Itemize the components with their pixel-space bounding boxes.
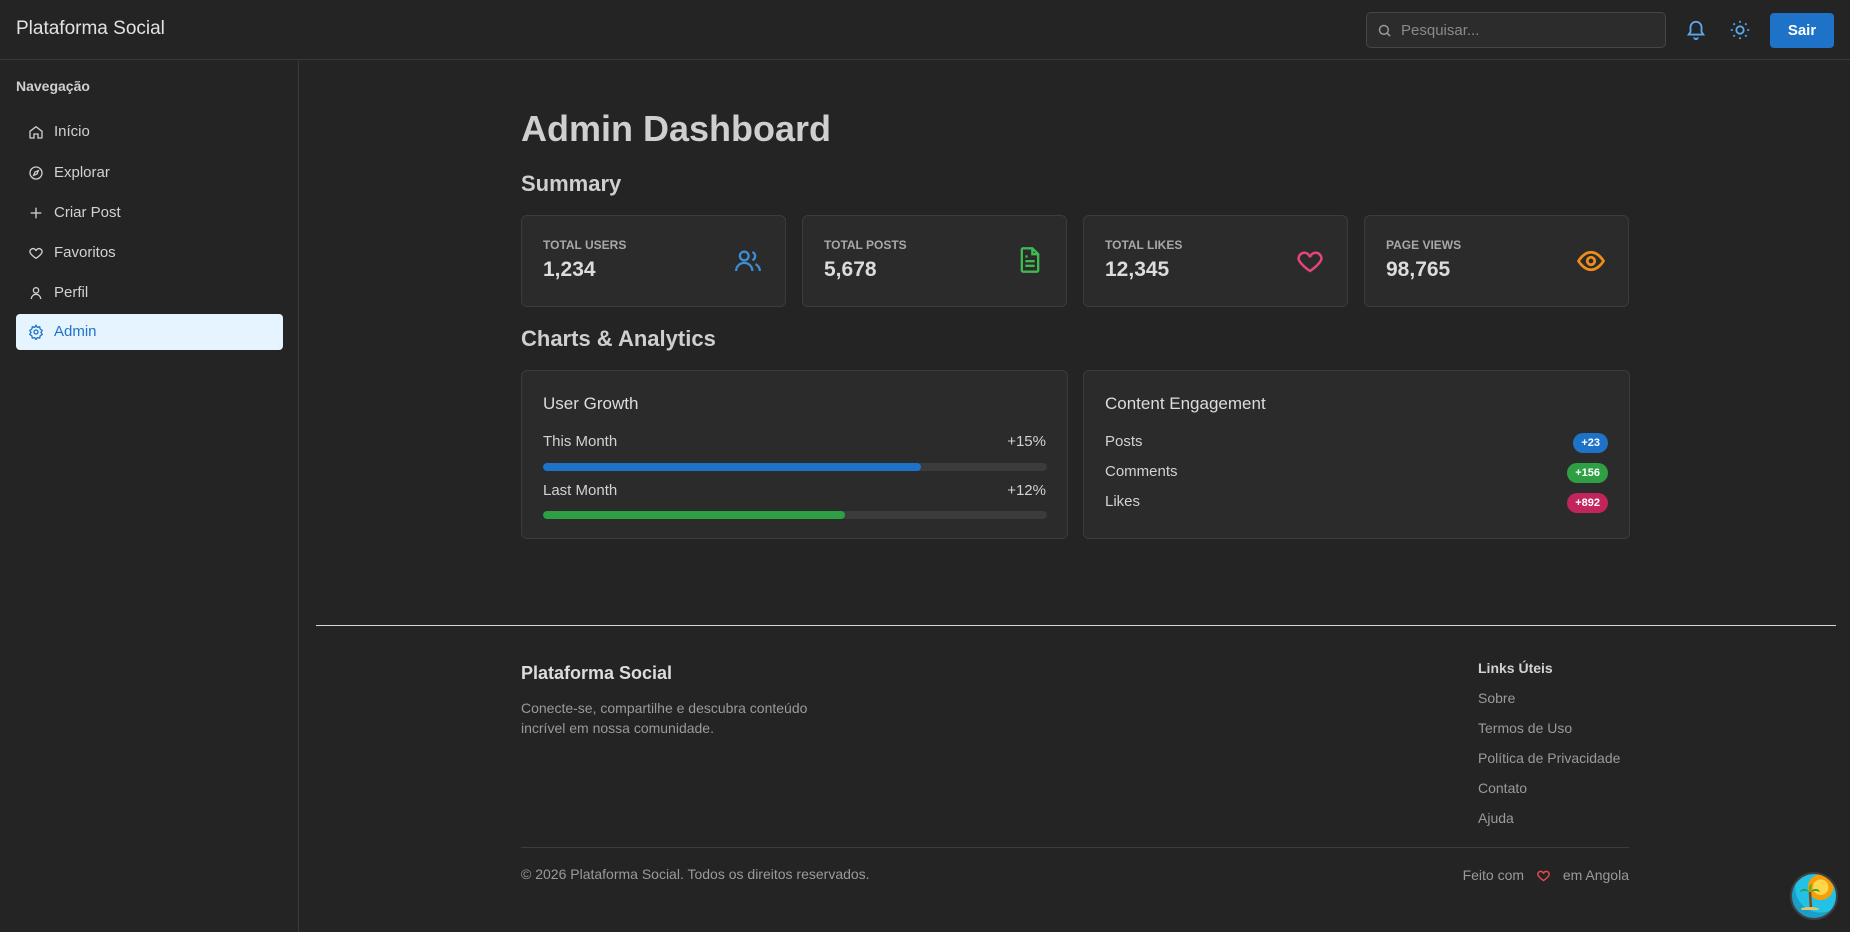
engagement-badge: +23 [1573, 433, 1608, 453]
copyright: © 2026 Plataforma Social. Todos os direi… [521, 866, 870, 882]
made-with-love: Feito com em Angola [1463, 866, 1629, 883]
engagement-row-label: Comments [1105, 463, 1178, 480]
engagement-badge: +156 [1567, 463, 1608, 483]
users-icon [735, 250, 761, 272]
progress-fill [543, 511, 846, 519]
stat-label: Total Likes [1105, 238, 1183, 252]
stat-card-likes: Total Likes 12,345 [1083, 215, 1348, 307]
home-icon [29, 125, 43, 139]
engagement-row-label: Posts [1105, 433, 1143, 450]
stat-value: 5,678 [824, 258, 877, 281]
growth-row-value: +12% [1007, 482, 1046, 499]
stat-label: Total Users [543, 238, 627, 252]
footer-divider [316, 625, 1836, 626]
stat-card-posts: Total Posts 5,678 [802, 215, 1067, 307]
footer-link-privacidade[interactable]: Política de Privacidade [1478, 750, 1621, 766]
user-growth-panel: User Growth This Month +15% Last Month +… [521, 370, 1068, 539]
palm-tree-icon [1800, 884, 1820, 910]
heart-icon [1297, 251, 1323, 273]
stat-value: 98,765 [1386, 258, 1451, 281]
sidebar-title: Navegação [16, 78, 90, 94]
compass-icon [29, 166, 43, 180]
engagement-title: Content Engagement [1105, 394, 1266, 413]
logout-button[interactable]: Sair [1770, 13, 1834, 48]
sidebar-item-label: Perfil [54, 284, 89, 301]
stat-label: Total Posts [824, 238, 907, 252]
engagement-badge: +892 [1567, 493, 1608, 513]
search-icon [1378, 24, 1391, 37]
sidebar-item-label: Início [54, 123, 90, 140]
footer-links-title: Links Úteis [1478, 660, 1553, 676]
footer-description: Conecte-se, compartilhe e descubra conte… [521, 700, 808, 736]
bell-icon[interactable] [1685, 19, 1707, 41]
charts-title: Charts & Analytics [521, 326, 716, 351]
gear-icon [28, 324, 44, 340]
footer-brand: Plataforma Social [521, 663, 673, 683]
progress-bar-last-month [543, 511, 1047, 519]
sidebar-item-label: Explorar [54, 164, 110, 181]
footer-separator [521, 847, 1629, 848]
footer-link-ajuda[interactable]: Ajuda [1478, 810, 1514, 826]
eye-icon [1576, 250, 1606, 272]
sidebar-item-label: Admin [54, 323, 97, 340]
document-icon [1020, 247, 1040, 273]
stat-value: 12,345 [1105, 258, 1170, 281]
search-input[interactable] [1401, 13, 1661, 47]
sun-icon[interactable] [1729, 19, 1751, 41]
engagement-row-label: Likes [1105, 493, 1141, 510]
sidebar-item-label: Criar Post [54, 204, 121, 221]
sidebar: Navegação Início Explorar Criar Post Fav… [0, 61, 299, 932]
growth-row-value: +15% [1007, 433, 1046, 450]
growth-row-label: Last Month [543, 482, 618, 499]
content-engagement-panel: Content Engagement Posts +23 Comments +1… [1083, 370, 1630, 539]
sidebar-item-criar-post[interactable]: Criar Post [16, 195, 283, 231]
made-prefix: Feito com [1462, 867, 1525, 884]
sidebar-item-perfil[interactable]: Perfil [16, 275, 283, 311]
user-icon [30, 287, 42, 300]
sidebar-item-admin[interactable]: Admin [16, 314, 283, 350]
brand-logo[interactable]: Plataforma Social [16, 18, 165, 39]
page-title: Admin Dashboard [521, 108, 832, 149]
stat-label: Page Views [1386, 238, 1462, 252]
stat-card-users: Total Users 1,234 [521, 215, 786, 307]
sidebar-item-label: Favoritos [54, 244, 116, 261]
floating-avatar-button[interactable] [1790, 872, 1838, 920]
heart-icon [1537, 870, 1550, 882]
made-suffix: em Angola [1562, 867, 1629, 884]
sidebar-item-favoritos[interactable]: Favoritos [16, 235, 283, 271]
summary-title: Summary [521, 171, 622, 196]
footer-link-contato[interactable]: Contato [1478, 780, 1528, 796]
progress-fill [543, 463, 921, 471]
heart-icon [29, 247, 43, 260]
plus-icon [30, 207, 42, 219]
top-header: Plataforma Social Sair [0, 0, 1850, 60]
growth-row-label: This Month [543, 433, 618, 450]
progress-bar-this-month [543, 463, 1047, 471]
sidebar-item-inicio[interactable]: Início [16, 114, 283, 150]
sidebar-item-explorar[interactable]: Explorar [16, 155, 283, 191]
footer-link-termos[interactable]: Termos de Uso [1478, 720, 1573, 736]
stat-value: 1,234 [543, 258, 596, 281]
search-box[interactable] [1366, 12, 1666, 48]
user-growth-title: User Growth [543, 394, 639, 413]
stat-card-page-views: Page Views 98,765 [1364, 215, 1629, 307]
footer-link-sobre[interactable]: Sobre [1478, 690, 1516, 706]
